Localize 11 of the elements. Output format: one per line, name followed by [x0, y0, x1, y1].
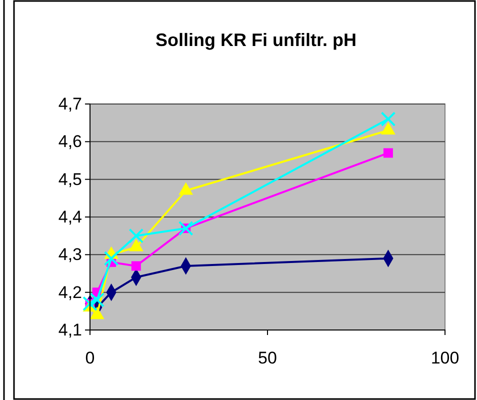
- chart-title: Solling KR Fi unfiltr. pH: [156, 30, 356, 50]
- x-tick-label: 100: [430, 348, 460, 368]
- x-tick-label: 50: [258, 348, 277, 368]
- y-tick-label: 4,5: [58, 170, 82, 189]
- y-tick-label: 4,7: [58, 94, 82, 114]
- x-tick-label: 0: [85, 348, 95, 368]
- y-tick-label: 4,4: [58, 207, 82, 226]
- y-tick-label: 4,1: [58, 320, 82, 340]
- y-tick-label: 4,3: [58, 245, 82, 264]
- y-tick-label: 4,2: [58, 282, 82, 302]
- y-tick-label: 4,6: [58, 132, 82, 152]
